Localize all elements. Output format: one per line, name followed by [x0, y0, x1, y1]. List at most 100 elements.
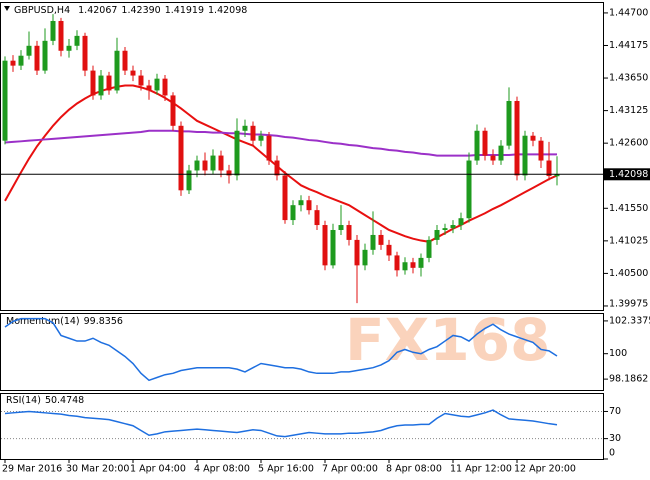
- momentum-panel: [0, 313, 604, 391]
- y-tick-label: 102.3375: [609, 315, 650, 326]
- y-tick-label: 1.43650: [609, 73, 648, 84]
- candle-body: [498, 145, 504, 161]
- momentum-header: Momentum(14) 99.8356: [6, 316, 123, 327]
- candle-body: [450, 225, 456, 229]
- candle-body: [546, 160, 552, 177]
- y-tick-label: 1.43125: [609, 105, 648, 116]
- candle-body: [66, 45, 72, 51]
- x-tick-label: 5 Apr 16:00: [258, 464, 314, 475]
- candle-body: [34, 45, 40, 71]
- candle-body: [530, 135, 536, 141]
- candle-body: [402, 262, 408, 271]
- candle-body: [202, 160, 208, 171]
- candle-body: [434, 229, 440, 240]
- indicator-title: RSI(14): [6, 395, 41, 406]
- candle-body: [242, 125, 248, 131]
- candle-body: [170, 95, 176, 126]
- candle-body: [74, 35, 80, 46]
- candle-body: [106, 75, 112, 91]
- candle-body: [314, 210, 320, 226]
- current-price-label: 1.42098: [609, 169, 648, 180]
- header-value: 1.42067: [78, 5, 117, 16]
- candle-body: [122, 50, 128, 71]
- candle-body: [266, 135, 272, 161]
- x-tick-label: 11 Apr 12:00: [450, 464, 512, 475]
- candle-body: [130, 70, 136, 76]
- candle-body: [338, 225, 344, 230]
- candle-body: [290, 205, 296, 221]
- x-tick-label: 12 Apr 20:00: [514, 464, 576, 475]
- candle-body: [154, 78, 160, 91]
- y-tick-label: 1.40500: [609, 268, 648, 279]
- header-value: 1.42390: [121, 5, 160, 16]
- y-tick-label: 1.39975: [609, 299, 648, 310]
- candle-body: [458, 218, 464, 226]
- candle-body: [466, 160, 472, 219]
- y-tick-label: 1.44175: [609, 40, 648, 51]
- candle-body: [10, 60, 16, 66]
- candle-body: [490, 155, 496, 161]
- indicator-value: 99.8356: [84, 316, 123, 327]
- candle-body: [234, 130, 240, 176]
- indicator-line: [4, 409, 558, 438]
- candle-body: [90, 70, 96, 96]
- candle-body: [378, 234, 384, 245]
- candle-body: [82, 35, 88, 71]
- candle-body: [42, 40, 48, 71]
- candle-body: [506, 100, 512, 146]
- x-tick-label: 30 Mar 20:00: [66, 464, 129, 475]
- candle-body: [194, 160, 200, 171]
- y-tick-label: 1.41025: [609, 235, 648, 246]
- candle-body: [426, 239, 432, 258]
- watermark: FX168: [345, 306, 550, 374]
- indicator-value: 50.4748: [45, 395, 84, 406]
- candle-body: [58, 20, 64, 51]
- candle-body: [178, 125, 184, 191]
- candle-body: [522, 135, 528, 176]
- candle-body: [26, 45, 32, 56]
- candle-body: [362, 249, 368, 266]
- x-tick-label: 8 Apr 08:00: [386, 464, 442, 475]
- candle-body: [418, 257, 424, 268]
- chart-header: GBPUSD,H4 1.42067 1.42390 1.41919 1.42098: [14, 5, 247, 16]
- watermark-layer: FX168: [345, 306, 550, 374]
- rsi-header: RSI(14) 50.4748: [6, 395, 84, 406]
- indicator-title: Momentum(14): [6, 316, 80, 327]
- x-tick-label: 1 Apr 04:00: [130, 464, 186, 475]
- candle-body: [114, 50, 120, 91]
- rsi-panel: [0, 393, 604, 460]
- y-tick-label: 1.44700: [609, 7, 648, 18]
- candle-body: [330, 229, 336, 266]
- candle-body: [298, 200, 304, 206]
- candle-body: [162, 78, 168, 96]
- candle-body: [226, 170, 232, 176]
- y-tick-label: 0: [609, 448, 615, 459]
- header-value: 1.41919: [165, 5, 204, 16]
- candle-body: [410, 262, 416, 268]
- x-tick-label: 7 Apr 00:00: [322, 464, 378, 475]
- header-values: 1.42067 1.42390 1.41919 1.42098: [78, 5, 247, 16]
- y-tick-label: 30: [609, 433, 621, 444]
- current-price-tag: [604, 168, 650, 181]
- candle-body: [210, 155, 216, 171]
- y-tick-label: 1.41550: [609, 203, 648, 214]
- moving-average: [4, 84, 558, 243]
- candle-body: [514, 100, 520, 176]
- candle-body: [18, 55, 24, 66]
- candle-body: [138, 75, 144, 86]
- candle-body: [322, 225, 328, 266]
- y-tick-label: 100: [609, 348, 627, 359]
- price-panel: [0, 2, 604, 311]
- candle-body: [482, 130, 488, 156]
- candle-body: [146, 85, 152, 91]
- candle-body: [538, 140, 544, 161]
- panel-icon: [4, 6, 10, 11]
- moving-average: [4, 129, 557, 157]
- candle-body: [554, 174, 560, 177]
- candle-body: [98, 75, 104, 96]
- y-tick-label: 1.42600: [609, 138, 648, 149]
- symbol-title: GBPUSD,H4: [14, 5, 70, 16]
- y-tick-label: 98.1862: [609, 374, 648, 385]
- candle-body: [274, 160, 280, 176]
